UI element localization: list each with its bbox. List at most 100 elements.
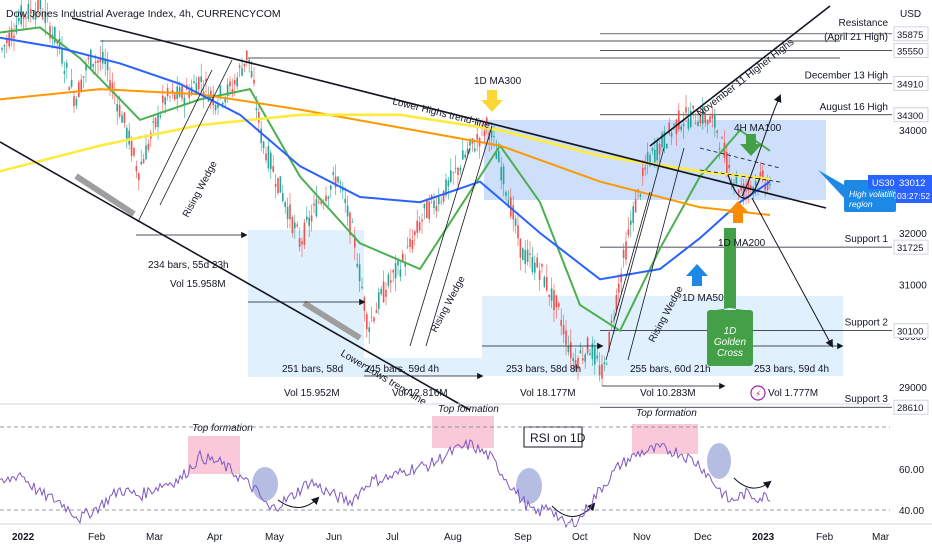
high-vol-pointer [818, 170, 846, 200]
usd-label: USD [900, 9, 921, 20]
rsi-bottom-circle-3 [707, 443, 731, 479]
measure-bars-2: 251 bars, 58d [282, 364, 343, 375]
price-tag: 31725 [893, 239, 929, 255]
top-formation-3: Top formation [636, 408, 697, 419]
x-tick: Mar [872, 532, 890, 543]
grey-channel-2 [302, 300, 362, 341]
ma-line [0, 36, 771, 281]
price-tag-text: 34910 [897, 79, 923, 90]
x-tick: Nov [633, 532, 651, 543]
measure-vol-4: Vol 18.177M [520, 388, 576, 399]
measure-bars-4: 253 bars, 58d 8h [506, 364, 581, 375]
price-candles [1, 0, 771, 386]
x-tick: Sep [514, 532, 532, 543]
level-label: December 13 High [805, 70, 888, 81]
countdown: 03:27:52 [897, 191, 930, 201]
x-axis: 2022 Feb Mar Apr May Jun Jul Aug Sep Oct Nov Dec 202… [0, 523, 932, 543]
rsi-top-box-2 [432, 416, 494, 448]
measure-bars-5: 255 bars, 60d 21h [630, 364, 711, 375]
price-tag: 34300 [893, 107, 929, 123]
y-axis: 2900030000310003200033000340003500040.00… [899, 75, 927, 517]
rsi-line [0, 438, 771, 529]
current-price-tag: US30 33012 03:27:52 [868, 175, 932, 203]
rsi-top-box-3 [632, 424, 698, 454]
x-tick: May [265, 532, 284, 543]
rsi-title: RSI on 1D [530, 431, 586, 445]
rising-wedge-1: Rising Wedge [181, 159, 220, 219]
rsi-bottom-circle-2 [516, 468, 542, 504]
rsi-y-tick: 40.00 [899, 506, 924, 517]
grey-channel-1 [74, 173, 136, 217]
measure-vol-2: Vol 15.952M [284, 388, 340, 399]
top-formation-1: Top formation [192, 423, 253, 434]
trend-lines [0, 5, 844, 411]
projection-down-arrow [751, 197, 833, 348]
ma300-label: 1D MA300 [474, 76, 522, 87]
wedge-3-upper [627, 147, 685, 361]
ma-line [0, 113, 771, 181]
rsi-y-tick: 60.00 [899, 465, 924, 476]
rsi-top-box-1 [188, 436, 240, 474]
x-tick: Jul [386, 532, 399, 543]
symbol-tag: US30 [872, 178, 895, 188]
lightning-icon [750, 385, 766, 401]
price-tag-text: 30100 [897, 327, 923, 338]
wedge-1-lower [137, 69, 213, 223]
wedge-3-mid [613, 191, 651, 321]
ma50-label: 1D MA50 [682, 293, 724, 304]
lightning-glyph: ⚡ [755, 390, 761, 400]
wedge-2-lower [409, 147, 471, 347]
level-labels: Resistance (April 21 High) December 13 Hig… [805, 18, 889, 405]
measure-bars-3: 245 bars, 59d 4h [364, 364, 439, 375]
golden-cross-box [707, 310, 753, 366]
price-tag: 35875 [893, 26, 929, 42]
ma50-blue-arrow [686, 264, 708, 286]
measure-box-2 [364, 358, 482, 376]
x-tick: Aug [444, 532, 462, 543]
current-price: 33012 [899, 178, 925, 189]
y-tick: 29000 [899, 383, 927, 394]
high-vol-2: region [849, 199, 873, 209]
y-tick: 31000 [899, 280, 927, 291]
golden-cross-2: Golden [714, 337, 747, 348]
level-label: Support 2 [845, 318, 889, 329]
measure-box-3 [482, 296, 602, 376]
curve-bottom [727, 174, 761, 199]
level-label: Support 3 [845, 394, 889, 405]
measure-vol-1: Vol 15.958M [170, 279, 226, 290]
lower-highs-label: Lower Highs trend-line [391, 96, 491, 131]
x-tick: Apr [207, 532, 223, 543]
price-tag: 30100 [893, 323, 929, 339]
projection-up-arrow [741, 94, 782, 197]
x-tick: Feb [88, 532, 106, 543]
x-tick: Oct [572, 532, 588, 543]
lower-highs-trend-line [71, 17, 827, 209]
level-lines [600, 33, 892, 408]
price-tag-text: 35550 [897, 47, 923, 58]
high-vol-1: High volatility [849, 189, 900, 199]
wedge-3-lower [605, 147, 665, 361]
measure-bars-1: 234 bars, 55d 23h [148, 260, 229, 271]
golden-cross-arrow [716, 228, 744, 310]
rsi-arrow-1 [277, 496, 320, 508]
y-tick: 34000 [899, 126, 927, 137]
level-label: Resistance [839, 18, 889, 29]
x-tick: Mar [146, 532, 164, 543]
rsi-arrow-3 [733, 477, 772, 489]
x-tick: 2023 [752, 532, 775, 543]
measure-box-4 [602, 296, 726, 376]
measure-vol-3: Vol 12.816M [392, 388, 448, 399]
price-tag: 34910 [893, 75, 929, 91]
level-label: August 16 High [820, 102, 888, 113]
measure-bars-6: 253 bars, 59d 4h [754, 364, 829, 375]
level-label: (April 21 High) [824, 32, 888, 43]
x-tick: 2022 [12, 532, 35, 543]
ma200-orange-arrow [727, 201, 749, 223]
x-tick: Jun [326, 532, 342, 543]
rsi-panel [0, 403, 890, 529]
rising-wedge-2: Rising Wedge [429, 274, 468, 334]
rsi-bottom-circle-1 [252, 467, 278, 501]
title: Dow Jones Industrial Average Index, 4h, … [6, 8, 281, 20]
lower-lows-trend-line [0, 141, 471, 411]
